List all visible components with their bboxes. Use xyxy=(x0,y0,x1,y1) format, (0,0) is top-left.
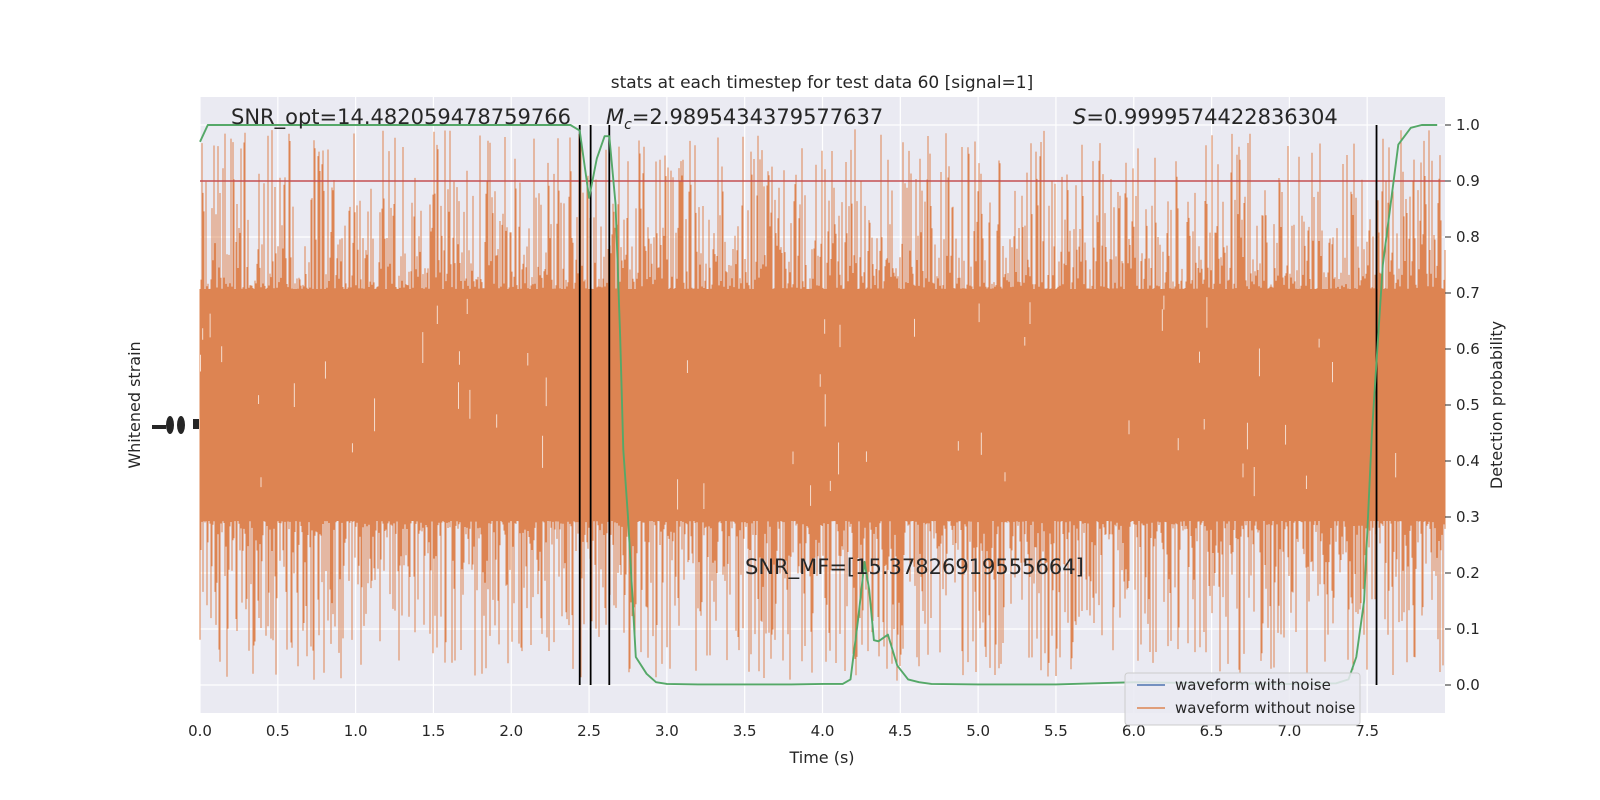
x-axis-ticks: 0.0 0.5 1.0 1.5 2.0 2.5 3.0 3.5 4.0 4.5 5.0 5.5 6.0 6… xyxy=(188,722,1379,740)
x-tick-label: 0.0 xyxy=(188,722,212,740)
legend-label-clean: waveform without noise xyxy=(1175,699,1355,717)
y-tick-label: 0.0 xyxy=(1456,676,1480,694)
x-tick-label: 7.0 xyxy=(1277,722,1301,740)
mc-annotation: Mc=2.9895434379577637 xyxy=(606,105,883,133)
x-tick-label: 4.0 xyxy=(811,722,835,740)
x-tick-label: 2.0 xyxy=(499,722,523,740)
left-axis-tick-cluster xyxy=(152,416,199,434)
strain-trace xyxy=(199,129,1446,681)
x-tick-label: 6.0 xyxy=(1122,722,1146,740)
x-tick-label: 2.5 xyxy=(577,722,601,740)
s-annotation: S=0.9999574422836304 xyxy=(1073,105,1338,129)
legend: waveform with noise waveform without noi… xyxy=(1124,672,1361,726)
y-tick-label: 0.2 xyxy=(1456,564,1480,582)
x-tick-label: 5.0 xyxy=(966,722,990,740)
legend-box xyxy=(1124,672,1361,726)
y-tick-label: 0.7 xyxy=(1456,284,1480,302)
x-tick-label: 1.0 xyxy=(344,722,368,740)
y-tick-label: 1.0 xyxy=(1456,116,1480,134)
y-axis-right-ticks: 0.0 0.1 0.2 0.3 0.4 0.5 0.6 0.7 0.8 0.9 1.0 xyxy=(1445,116,1480,694)
y-tick-label: 0.1 xyxy=(1456,620,1480,638)
strain-series xyxy=(199,129,1446,681)
x-tick-label: 5.5 xyxy=(1044,722,1068,740)
chart-title: stats at each timestep for test data 60 … xyxy=(611,73,1034,93)
y-tick-label: 0.8 xyxy=(1456,228,1480,246)
y-tick-label: 0.6 xyxy=(1456,340,1480,358)
legend-label-noise: waveform with noise xyxy=(1175,676,1331,694)
x-tick-label: 3.0 xyxy=(655,722,679,740)
y-tick-label: 0.9 xyxy=(1456,172,1480,190)
x-tick-label: 1.5 xyxy=(422,722,446,740)
x-tick-label: 6.5 xyxy=(1200,722,1224,740)
strain-gaps xyxy=(200,295,1397,510)
y-tick-label: 0.5 xyxy=(1456,396,1480,414)
y-axis-left-label: Whitened strain xyxy=(125,341,144,468)
y-tick-label: 0.4 xyxy=(1456,452,1480,470)
x-axis-label: Time (s) xyxy=(788,748,854,767)
x-tick-label: 7.5 xyxy=(1355,722,1379,740)
y-tick-label: 0.3 xyxy=(1456,508,1480,526)
snr-opt-annotation: SNR_opt=14.482059478759766 xyxy=(231,105,571,130)
x-tick-label: 3.5 xyxy=(733,722,757,740)
y-axis-right-label: Detection probability xyxy=(1487,321,1506,489)
x-tick-label: 0.5 xyxy=(266,722,290,740)
x-tick-label: 4.5 xyxy=(888,722,912,740)
snr-mf-annotation: SNR_MF=[15.37826919555664] xyxy=(745,555,1084,580)
